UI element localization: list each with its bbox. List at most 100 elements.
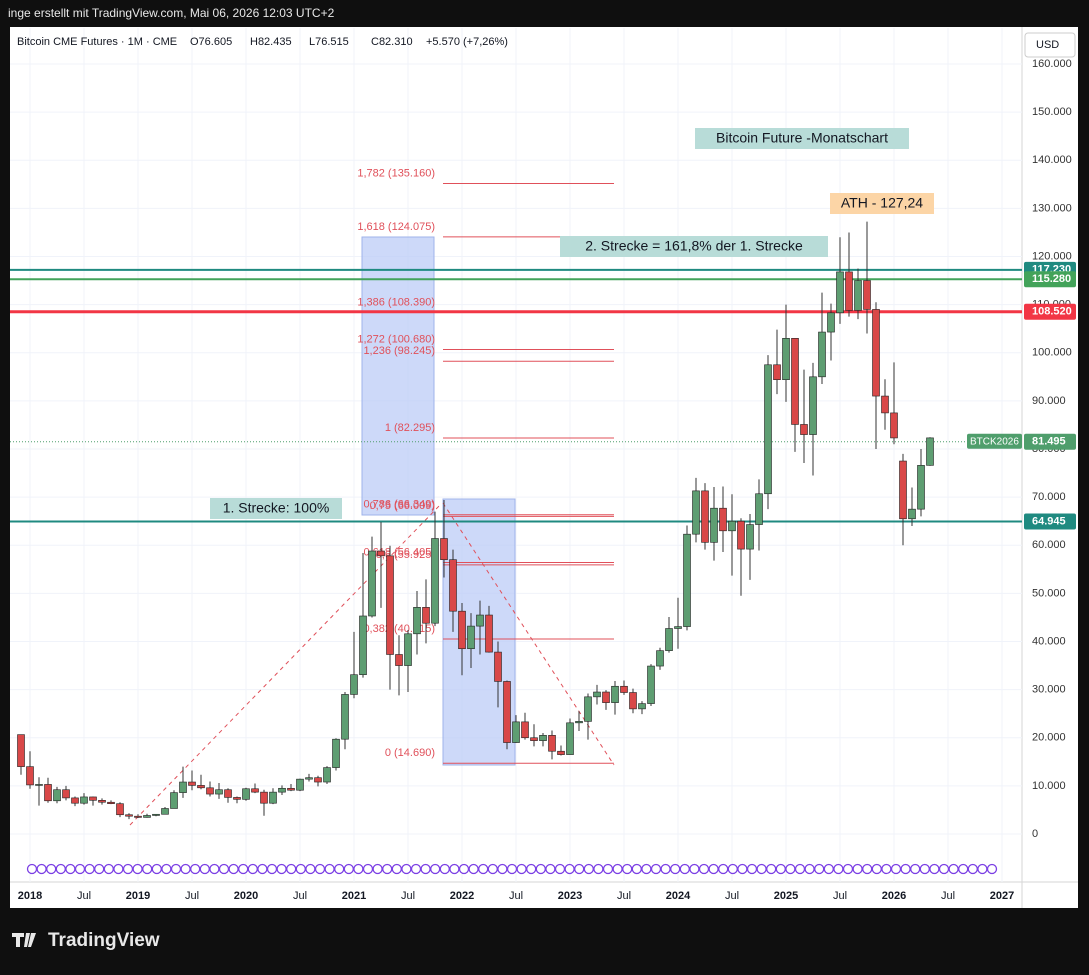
fib-label: 1,782 (135.160) <box>357 167 435 179</box>
event-icon <box>602 863 614 875</box>
candle-body <box>440 538 448 560</box>
candle-body <box>359 615 367 676</box>
event-icon <box>276 863 287 875</box>
candle-body <box>116 803 124 816</box>
event-icon <box>506 863 518 875</box>
event-icon <box>766 863 777 875</box>
candle-body <box>773 364 781 381</box>
event-icon <box>670 863 681 875</box>
y-tick-label: 20.000 <box>1032 732 1066 744</box>
event-icon <box>842 863 854 875</box>
event-icon <box>314 863 326 875</box>
candle-body <box>512 721 520 743</box>
event-icon <box>650 863 662 875</box>
event-icon <box>958 863 969 875</box>
candle-body <box>395 654 403 666</box>
event-icon <box>353 863 364 875</box>
candle-body <box>287 787 295 791</box>
logo-text: TradingView <box>48 930 160 951</box>
candle-body <box>566 722 574 755</box>
candle-body <box>476 614 484 627</box>
candle-body <box>899 460 907 520</box>
event-icon <box>266 863 278 875</box>
candle-body <box>260 791 268 804</box>
candle-body <box>647 665 655 704</box>
event-icon <box>190 863 201 875</box>
candle-body <box>764 364 772 495</box>
candle-body <box>206 787 214 795</box>
event-icon <box>804 863 815 875</box>
event-icon <box>362 863 374 875</box>
event-icon <box>55 863 66 875</box>
candle-body <box>584 696 592 722</box>
event-icon <box>74 863 86 875</box>
event-icon <box>900 863 911 875</box>
candle-body <box>692 490 700 535</box>
candle-body <box>881 395 889 414</box>
candle-body <box>323 767 331 783</box>
candle-body <box>620 685 628 693</box>
event-icon <box>852 863 863 875</box>
annotation-box <box>830 193 934 214</box>
candle-body <box>314 777 322 783</box>
candle-body <box>413 607 421 635</box>
level-label: 108.520 <box>1032 306 1072 318</box>
annotation-box <box>210 498 342 519</box>
event-icon <box>439 863 450 875</box>
annotation: 1. Strecke: 100% <box>223 500 330 516</box>
event-icon <box>238 863 249 875</box>
candle-body <box>908 508 916 520</box>
event-icon <box>458 863 470 875</box>
fib-label: 1,272 (100.680) <box>357 333 435 345</box>
event-icon <box>967 863 978 875</box>
event-icon <box>583 863 594 875</box>
event-icon <box>295 863 306 875</box>
event-icon <box>410 863 422 875</box>
level-label: 64.945 <box>1032 515 1066 527</box>
event-icon <box>689 863 700 875</box>
ohlc: O76.605 <box>190 36 232 48</box>
candle-body <box>548 735 556 752</box>
event-icon <box>468 863 479 875</box>
event-icon <box>84 863 95 875</box>
symbol-label: BTCK2026 <box>970 436 1019 447</box>
x-tick-label: 2019 <box>126 890 150 902</box>
candle-body <box>926 437 934 466</box>
event-icon <box>334 863 345 875</box>
currency-button[interactable] <box>1024 32 1076 58</box>
event-icon <box>122 863 134 875</box>
x-tick-label: 2025 <box>774 890 798 902</box>
candle-body <box>368 550 376 617</box>
event-icon <box>26 863 38 875</box>
event-icon <box>46 863 57 875</box>
event-icon <box>401 863 412 875</box>
event-icon <box>929 863 940 875</box>
annotation-box <box>560 236 828 257</box>
change: +5.570 (+7,26%) <box>426 36 508 48</box>
candles <box>17 221 934 820</box>
y-tick-label: 150.000 <box>1032 106 1072 118</box>
event-icon <box>631 863 642 875</box>
event-icon <box>593 863 604 875</box>
candle-body <box>800 424 808 435</box>
level-tag <box>1024 303 1076 320</box>
event-icon <box>977 863 988 875</box>
event-icon <box>862 863 873 875</box>
candle-body <box>188 781 196 786</box>
event-icon <box>257 863 268 875</box>
event-icon <box>890 863 902 875</box>
event-icon <box>718 863 729 875</box>
event-icon <box>382 863 393 875</box>
candle-body <box>845 271 853 311</box>
event-icon <box>727 863 738 875</box>
currency[interactable]: USD <box>1036 39 1059 51</box>
levels: 1,782 (135.160) 1,618 (124.075) 1,386 (108… <box>10 167 1022 764</box>
candle-body <box>836 271 844 314</box>
candle-body <box>215 789 223 795</box>
event-icon <box>343 863 354 875</box>
event-icon <box>420 863 431 875</box>
candle-body <box>818 331 826 378</box>
event-icon <box>698 863 710 875</box>
candle-body <box>62 789 70 799</box>
event-icon <box>679 863 690 875</box>
